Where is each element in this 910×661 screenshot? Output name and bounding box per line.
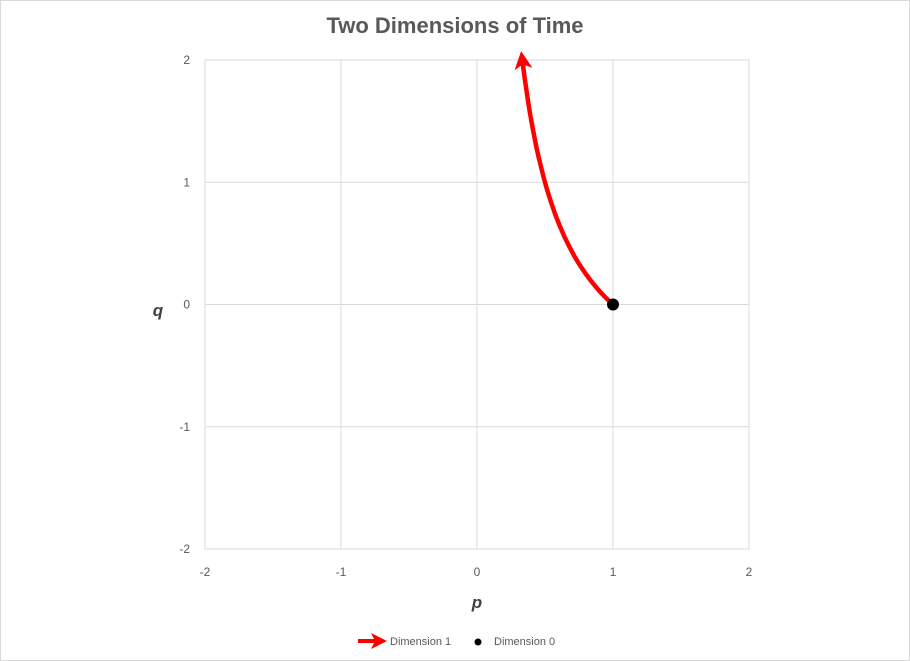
legend-dimension-0-label: Dimension 0 [494,636,555,648]
y-tick-label: 0 [183,298,190,312]
x-tick-label: -2 [200,565,211,579]
y-tick-label: 1 [183,175,190,189]
chart-title: Two Dimensions of Time [326,13,584,38]
y-tick-label: 2 [183,53,190,67]
y-tick-label: -2 [179,542,190,556]
x-tick-label: -1 [336,565,347,579]
y-axis-label: q [153,301,164,320]
x-tick-label: 1 [610,565,617,579]
legend-dimension-0-swatch [474,638,482,646]
series-dimension-0-point [607,298,619,311]
x-axis-label: p [471,593,482,612]
y-tick-label: -1 [179,420,190,434]
legend-dimension-1-label: Dimension 1 [390,636,451,648]
x-tick-label: 0 [474,565,481,579]
series-dimension-1-curve [514,51,616,307]
x-tick-label: 2 [746,565,753,579]
